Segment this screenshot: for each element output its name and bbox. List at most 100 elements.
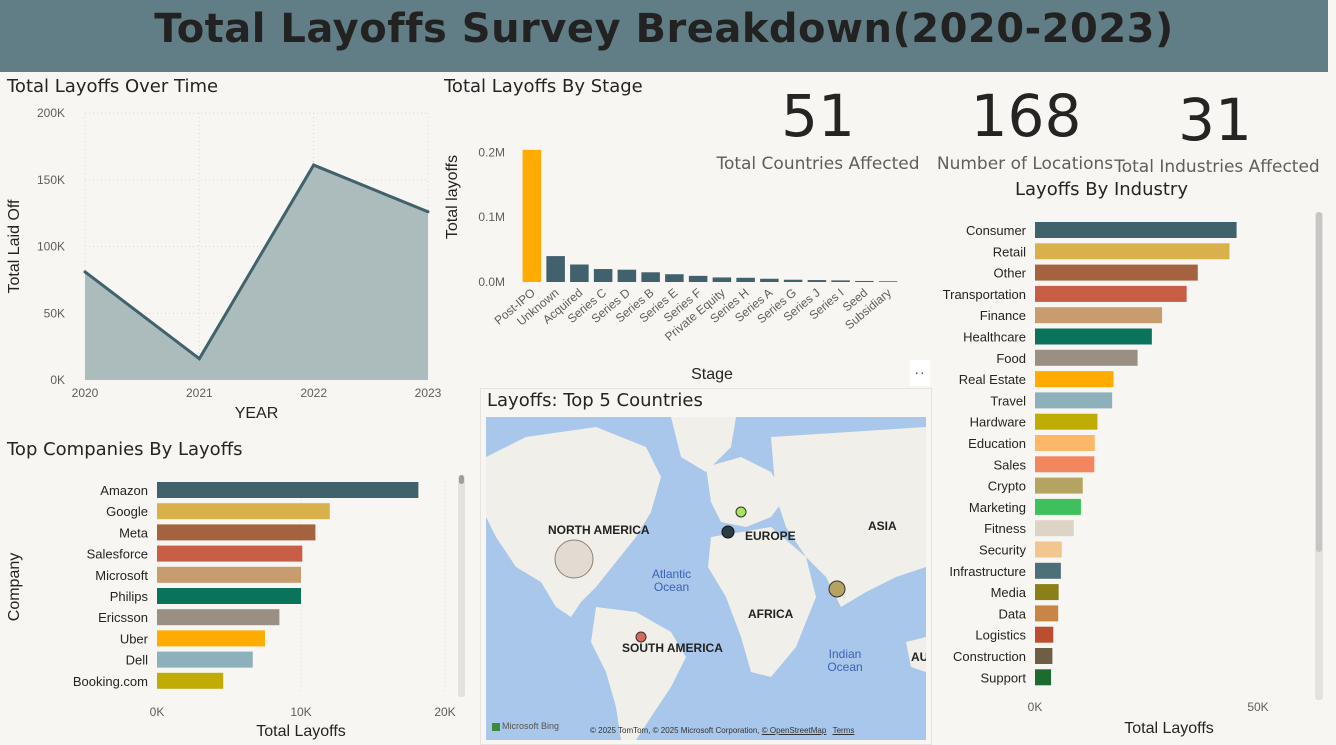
bar-series-b: [641, 272, 660, 282]
y-tick-label: Salesforce: [87, 547, 148, 562]
companies-scrollbar-thumb[interactable]: [459, 475, 464, 484]
x-tick-label: 2023: [415, 386, 442, 400]
bar-post-ipo: [522, 149, 542, 282]
y-tick-label: Support: [980, 670, 1026, 685]
companies-scrollbar[interactable]: [458, 475, 465, 697]
bar-security: [1035, 541, 1062, 558]
by-stage-chart[interactable]: 0.0M0.1M0.2MPost-IPOUnknownAcquiredSerie…: [437, 125, 912, 390]
bar-uber: [157, 630, 265, 647]
x-tick-label: 20K: [434, 705, 455, 719]
by-industry-chart[interactable]: 0K 50K Consumer Retail Other Transportation Fi…: [928, 210, 1313, 742]
bubble-india[interactable]: [828, 580, 846, 598]
bar-travel: [1035, 392, 1113, 409]
y-tick-label: Uber: [120, 631, 149, 646]
x-axis-title: Total Layoffs: [256, 723, 346, 740]
map-terms-link[interactable]: Terms: [832, 726, 855, 735]
map-title: Layoffs: Top 5 Countries: [487, 390, 703, 411]
bar-google: [157, 503, 330, 520]
map-label-asia: ASIA: [868, 519, 897, 533]
bubble-sweden[interactable]: [735, 506, 747, 518]
bar-subsidiary: [878, 281, 898, 282]
bar-series-e: [665, 274, 684, 282]
bubble-usa[interactable]: [554, 539, 594, 579]
over-time-chart[interactable]: 0K 50K 100K 150K 200K 2020 2021 2022 2023 YEAR Tot…: [0, 100, 445, 425]
over-time-title: Total Layoffs Over Time: [7, 76, 219, 97]
data-point: [312, 163, 316, 167]
data-point: [83, 270, 87, 274]
y-tick-label: Booking.com: [73, 674, 148, 689]
y-tick-label: Finance: [980, 308, 1026, 323]
bar-data: [1035, 605, 1059, 622]
map-label-australia: AU: [911, 650, 926, 664]
y-tick-label: Media: [991, 585, 1027, 600]
bar-unknown: [546, 256, 565, 282]
map-osm-link[interactable]: © OpenStreetMap: [761, 726, 827, 735]
by-industry-title: Layoffs By Industry: [1015, 179, 1188, 200]
map-label-atlantic: Atlantic Ocean: [651, 567, 692, 594]
y-tick-label: 200K: [37, 106, 65, 120]
map-label-europe: EUROPE: [745, 529, 796, 543]
bar-logistics: [1035, 626, 1054, 643]
bar-healthcare: [1035, 328, 1152, 345]
bar-food: [1035, 349, 1138, 366]
x-tick-label: 0K: [150, 705, 165, 719]
y-tick-label: Security: [979, 543, 1026, 558]
y-tick-label: Retail: [993, 244, 1026, 259]
y-tick-label: 0.2M: [478, 145, 505, 159]
y-tick-label: Data: [999, 606, 1027, 621]
bubble-brazil[interactable]: [635, 631, 647, 643]
bar-other: [1035, 264, 1198, 281]
bing-logo-text: Microsoft Bing: [502, 721, 560, 731]
world-map[interactable]: NORTH AMERICA EUROPE ASIA AFRICA SOUTH A…: [486, 417, 926, 740]
bar-philips: [157, 588, 301, 604]
y-tick-label: 0K: [50, 373, 65, 387]
y-axis-title: Company: [6, 553, 23, 621]
bar-media: [1035, 584, 1059, 601]
bar-series-i: [831, 280, 850, 282]
bar-salesforce: [157, 545, 303, 562]
bubble-netherlands[interactable]: [721, 525, 735, 539]
y-tick-label: 0.1M: [478, 210, 505, 224]
x-tick-label: 50K: [1247, 700, 1268, 714]
series-line: [84, 163, 429, 361]
map-copyright-text: © 2025 TomTom, © 2025 Microsoft Corporat…: [590, 726, 760, 735]
y-tick-label: 100K: [37, 240, 65, 254]
y-tick-label: Food: [996, 351, 1026, 366]
y-tick-label: Other: [993, 266, 1026, 281]
bar-ericsson: [157, 609, 280, 626]
data-point: [426, 210, 430, 214]
y-tick-label: 150K: [37, 173, 65, 187]
y-tick-label: Real Estate: [959, 372, 1026, 387]
bing-logo: Microsoft Bing: [492, 721, 559, 731]
y-tick-label: Microsoft: [95, 568, 148, 583]
y-tick-label: Healthcare: [963, 330, 1026, 345]
map-label-africa: AFRICA: [748, 607, 794, 621]
bar-infrastructure: [1035, 562, 1061, 579]
industry-scrollbar-thumb[interactable]: [1316, 212, 1322, 552]
kpi-locations-value: 168: [970, 82, 1082, 150]
top-companies-chart[interactable]: 0K 10K 20K Amazon Google Meta Salesforce Micros…: [0, 470, 470, 742]
more-options-icon[interactable]: ··: [910, 360, 930, 386]
dashboard-header: Total Layoffs Survey Breakdown(2020-2023…: [0, 0, 1328, 72]
bar-amazon: [157, 482, 419, 498]
bar-series-c: [593, 269, 613, 282]
bar-finance: [1035, 307, 1163, 324]
x-tick-label: 2020: [72, 386, 99, 400]
bar-education: [1035, 435, 1095, 451]
bar-booking-com: [157, 672, 224, 689]
y-tick-label: Ericsson: [98, 610, 148, 625]
x-tick-label: 2022: [300, 386, 327, 400]
bar-crypto: [1035, 477, 1083, 494]
x-tick-label: 0K: [1028, 700, 1043, 714]
map-copyright: © 2025 TomTom, © 2025 Microsoft Corporat…: [590, 726, 854, 735]
map-label-north-america: NORTH AMERICA: [548, 523, 650, 537]
y-tick-label: Crypto: [988, 479, 1026, 494]
dashboard-title: Total Layoffs Survey Breakdown(2020-2023…: [154, 6, 1174, 52]
y-tick-label: Google: [106, 504, 148, 519]
x-tick-label: 2021: [186, 386, 213, 400]
y-tick-label: Infrastructure: [949, 564, 1026, 579]
bing-logo-mark: [492, 722, 500, 731]
bar-series-h: [736, 277, 755, 282]
data-point: [197, 357, 201, 361]
bar-seed: [855, 280, 874, 282]
